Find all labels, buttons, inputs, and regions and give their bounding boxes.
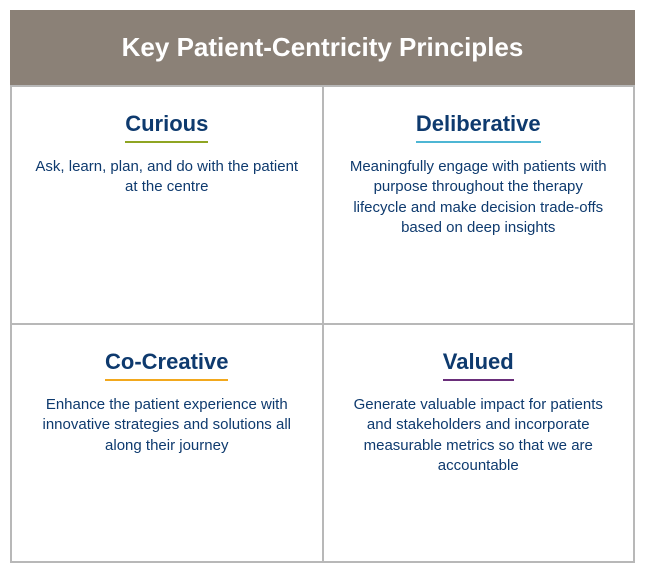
header-title: Key Patient-Centricity Principles	[122, 32, 524, 62]
cell-title: Curious	[125, 111, 208, 143]
cell-cocreative: Co-Creative Enhance the patient experien…	[11, 324, 323, 562]
cell-title: Valued	[443, 349, 514, 381]
cell-description: Enhance the patient experience with inno…	[34, 395, 300, 456]
cell-title: Co-Creative	[105, 349, 228, 381]
cell-description: Ask, learn, plan, and do with the patien…	[34, 157, 300, 198]
cell-deliberative: Deliberative Meaningfully engage with pa…	[323, 86, 635, 324]
principles-grid: Curious Ask, learn, plan, and do with th…	[10, 85, 635, 563]
cell-valued: Valued Generate valuable impact for pati…	[323, 324, 635, 562]
cell-description: Generate valuable impact for patients an…	[346, 395, 612, 476]
header-bar: Key Patient-Centricity Principles	[10, 10, 635, 85]
cell-description: Meaningfully engage with patients with p…	[346, 157, 612, 238]
cell-title: Deliberative	[416, 111, 541, 143]
infographic-container: Key Patient-Centricity Principles Curiou…	[0, 0, 645, 570]
cell-curious: Curious Ask, learn, plan, and do with th…	[11, 86, 323, 324]
